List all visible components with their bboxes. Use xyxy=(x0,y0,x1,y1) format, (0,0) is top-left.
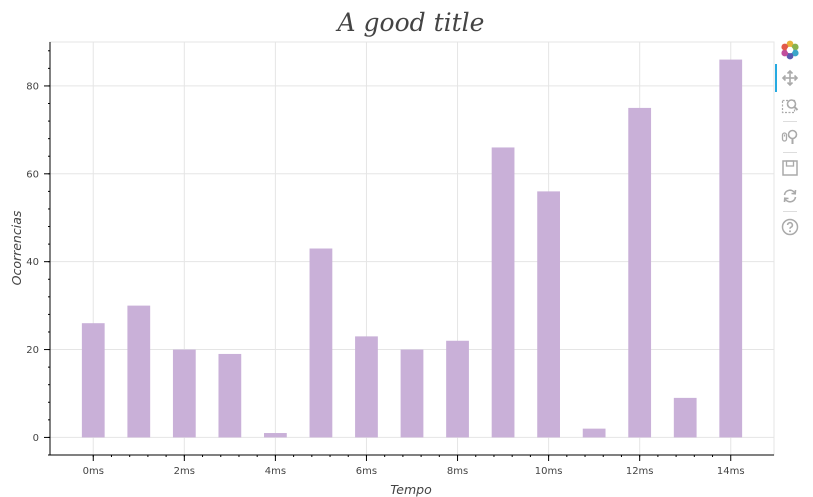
x-tick-label: 0ms xyxy=(83,466,104,477)
ticks: 0 20 40 60 80 0ms 2ms 4ms 6ms 8ms 10ms 12ms 14ms xyxy=(26,81,744,477)
x-tick-label: 8ms xyxy=(447,466,468,477)
bar xyxy=(309,248,333,438)
x-tick-label: 2ms xyxy=(174,466,195,477)
help-tool[interactable] xyxy=(776,213,804,241)
y-tick-label: 0 xyxy=(33,433,39,444)
chart-title: A good title xyxy=(336,8,485,37)
bar xyxy=(491,147,515,438)
x-tick-label: 14ms xyxy=(717,466,745,477)
toolbar-separator xyxy=(783,121,797,122)
bar xyxy=(582,428,606,438)
pan-tool[interactable] xyxy=(775,64,804,92)
bar xyxy=(127,305,151,438)
x-tick-label: 4ms xyxy=(265,466,286,477)
save-icon xyxy=(782,160,798,176)
y-tick-label: 20 xyxy=(26,345,39,356)
y-tick-label: 80 xyxy=(26,81,39,92)
bar xyxy=(673,397,697,438)
wheel-zoom-tool[interactable] xyxy=(776,123,804,151)
bar xyxy=(446,340,469,438)
toolbar-separator xyxy=(783,211,797,212)
axes xyxy=(44,42,774,461)
bar xyxy=(355,336,378,438)
bar xyxy=(218,353,242,438)
pan-icon xyxy=(781,69,799,87)
bokeh-logo-icon xyxy=(781,40,799,60)
bar xyxy=(81,323,105,438)
bokeh-logo[interactable] xyxy=(776,36,804,64)
bar xyxy=(628,107,652,438)
bar xyxy=(172,349,196,438)
y-axis-label: Ocorrencias xyxy=(9,210,24,285)
toolbar-separator xyxy=(783,152,797,153)
bar xyxy=(264,433,287,438)
x-tick-label: 10ms xyxy=(535,466,563,477)
reset-icon xyxy=(783,189,797,203)
chart-toolbar xyxy=(775,36,805,241)
x-tick-label: 12ms xyxy=(626,466,654,477)
y-tick-label: 60 xyxy=(26,169,39,180)
bar xyxy=(537,191,560,438)
y-tick-label: 40 xyxy=(26,257,39,268)
help-icon xyxy=(781,218,799,236)
box-zoom-icon xyxy=(781,99,799,114)
box-zoom-tool[interactable] xyxy=(776,92,804,120)
wheel-zoom-icon xyxy=(781,129,798,144)
bar xyxy=(719,59,743,438)
reset-tool[interactable] xyxy=(776,182,804,210)
x-axis-label: Tempo xyxy=(390,482,432,497)
bar xyxy=(400,349,424,438)
save-tool[interactable] xyxy=(776,154,804,182)
x-tick-label: 6ms xyxy=(356,466,377,477)
bars xyxy=(81,59,743,438)
